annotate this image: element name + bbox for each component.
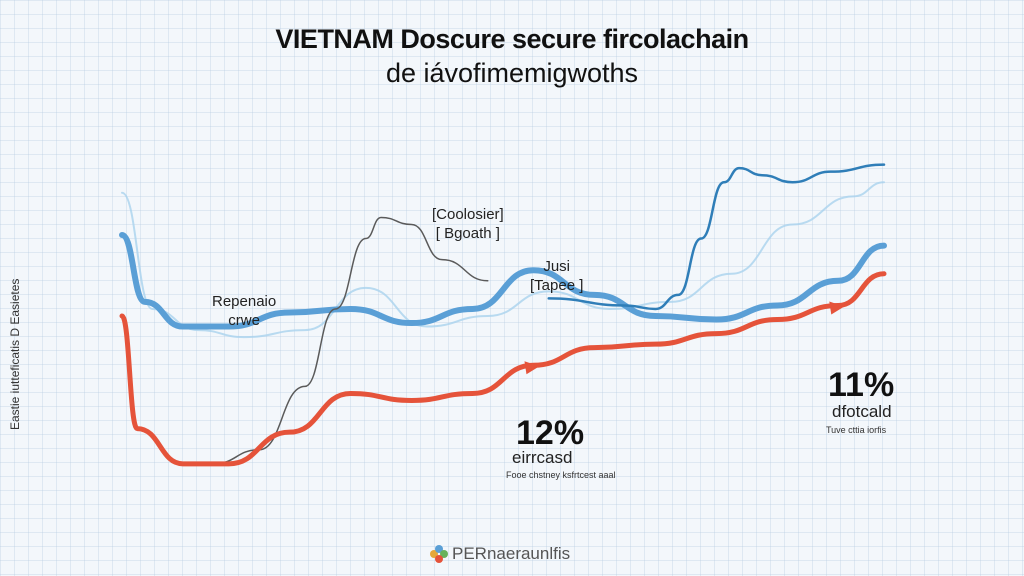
annotation-mid-line-1: [Coolosier] bbox=[432, 206, 504, 223]
callout-label-2: dfotcald bbox=[832, 402, 892, 421]
annotation-left-line-1: Repenaio bbox=[212, 293, 277, 310]
series-line-4 bbox=[121, 181, 885, 339]
callout-note-1: Fooe chstney ksfrtcest aaal bbox=[506, 470, 616, 480]
brand-name: PERnaeraunlfis bbox=[452, 544, 571, 563]
annotation-left-line-2: crwe bbox=[228, 312, 260, 329]
callout-value-2: 11% bbox=[828, 366, 895, 404]
callout-value-1: 12% bbox=[516, 414, 585, 452]
annotation-mid-line-2: [ Bgoath ] bbox=[435, 225, 500, 242]
series-line-3 bbox=[547, 163, 886, 311]
callout-note-2: Tuve cttia iorfis bbox=[826, 425, 887, 435]
title-line-1: VIETNAM Doscure secure fircolachain bbox=[275, 24, 749, 54]
annotation-right-line-2: [Tapee ] bbox=[530, 277, 584, 294]
chart-title: VIETNAM Doscure secure fircolachain de i… bbox=[0, 22, 1024, 90]
brand-footer: PERnaeraunlfis bbox=[430, 544, 570, 564]
annotation-left: Repenaio crwe bbox=[212, 292, 276, 330]
annotation-right-line-1: Jusi bbox=[543, 258, 571, 275]
title-line-2: de iávofimemigwoths bbox=[385, 58, 639, 88]
series-line-2 bbox=[119, 232, 887, 330]
red-arrowhead-1 bbox=[524, 361, 540, 375]
annotation-mid: [Coolosier] [ Bgoath ] bbox=[432, 205, 504, 243]
callout-label-1: eirrcasd bbox=[512, 448, 573, 467]
series-line-1 bbox=[119, 271, 887, 467]
red-arrowhead-2 bbox=[829, 301, 845, 315]
brand-logo-icon bbox=[430, 545, 448, 563]
series-line-5 bbox=[212, 216, 489, 465]
annotation-right: Jusi [Tapee ] bbox=[530, 257, 583, 295]
